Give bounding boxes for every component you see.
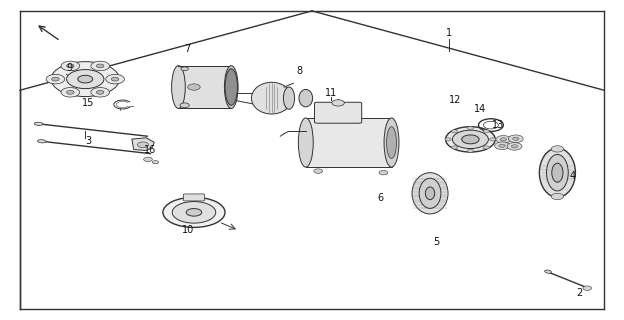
Ellipse shape	[547, 155, 568, 191]
Circle shape	[314, 169, 323, 173]
Circle shape	[445, 138, 451, 141]
Circle shape	[67, 64, 74, 68]
Circle shape	[483, 130, 489, 133]
Text: 11: 11	[324, 88, 337, 98]
Circle shape	[496, 136, 511, 143]
Circle shape	[446, 127, 495, 152]
Circle shape	[61, 88, 80, 97]
Text: 2: 2	[576, 288, 582, 298]
Circle shape	[452, 130, 489, 148]
Circle shape	[483, 146, 489, 149]
Ellipse shape	[225, 66, 238, 108]
Ellipse shape	[299, 89, 313, 107]
Text: 16: 16	[144, 146, 157, 156]
Circle shape	[513, 137, 519, 140]
Ellipse shape	[251, 82, 292, 114]
Circle shape	[499, 144, 505, 147]
Circle shape	[61, 61, 80, 71]
Circle shape	[111, 77, 119, 81]
Circle shape	[507, 142, 522, 150]
Circle shape	[462, 135, 479, 144]
Circle shape	[152, 161, 158, 164]
Circle shape	[91, 88, 109, 97]
Circle shape	[78, 75, 93, 83]
Ellipse shape	[552, 163, 563, 182]
Text: 1: 1	[446, 28, 452, 38]
Ellipse shape	[225, 69, 238, 105]
Ellipse shape	[180, 103, 189, 108]
Ellipse shape	[426, 187, 435, 200]
Circle shape	[52, 77, 59, 81]
Ellipse shape	[386, 127, 396, 158]
Ellipse shape	[545, 270, 552, 273]
Circle shape	[67, 90, 74, 94]
Text: 6: 6	[378, 193, 383, 203]
Text: 9: 9	[67, 63, 73, 73]
Text: 8: 8	[296, 66, 303, 76]
FancyBboxPatch shape	[183, 194, 205, 201]
Text: 5: 5	[433, 237, 439, 247]
Ellipse shape	[34, 122, 43, 125]
Circle shape	[490, 138, 496, 141]
Ellipse shape	[163, 197, 225, 228]
Ellipse shape	[172, 66, 185, 108]
Text: 12: 12	[449, 95, 461, 105]
Ellipse shape	[186, 209, 202, 216]
Ellipse shape	[283, 87, 295, 109]
Polygon shape	[132, 138, 154, 150]
Circle shape	[583, 286, 592, 290]
Circle shape	[551, 193, 563, 200]
Circle shape	[512, 145, 518, 148]
Ellipse shape	[412, 173, 448, 214]
Circle shape	[137, 142, 149, 148]
Ellipse shape	[539, 148, 575, 197]
Circle shape	[188, 84, 200, 90]
Ellipse shape	[181, 67, 188, 71]
Ellipse shape	[37, 140, 46, 143]
Circle shape	[551, 146, 563, 152]
Polygon shape	[306, 118, 391, 167]
Text: 15: 15	[82, 98, 95, 108]
Circle shape	[51, 62, 119, 97]
Text: 13: 13	[492, 120, 504, 130]
Ellipse shape	[298, 118, 313, 167]
Circle shape	[105, 74, 124, 84]
Circle shape	[46, 74, 65, 84]
Ellipse shape	[384, 118, 399, 167]
Text: 10: 10	[182, 225, 194, 235]
Circle shape	[144, 157, 152, 162]
Text: 4: 4	[570, 171, 576, 181]
Circle shape	[509, 135, 523, 142]
Circle shape	[379, 171, 388, 175]
Text: 3: 3	[85, 136, 92, 146]
Text: 14: 14	[474, 104, 486, 114]
Circle shape	[495, 142, 510, 149]
Circle shape	[97, 90, 104, 94]
Ellipse shape	[332, 100, 344, 106]
Circle shape	[452, 146, 458, 149]
Text: 7: 7	[185, 44, 191, 54]
FancyBboxPatch shape	[314, 102, 362, 123]
Circle shape	[67, 69, 104, 89]
Circle shape	[500, 138, 507, 141]
Polygon shape	[178, 66, 232, 108]
Circle shape	[452, 130, 458, 133]
Circle shape	[97, 64, 104, 68]
Ellipse shape	[172, 202, 216, 223]
Circle shape	[467, 149, 474, 152]
Circle shape	[91, 61, 109, 71]
Circle shape	[467, 126, 474, 130]
Ellipse shape	[419, 178, 441, 208]
